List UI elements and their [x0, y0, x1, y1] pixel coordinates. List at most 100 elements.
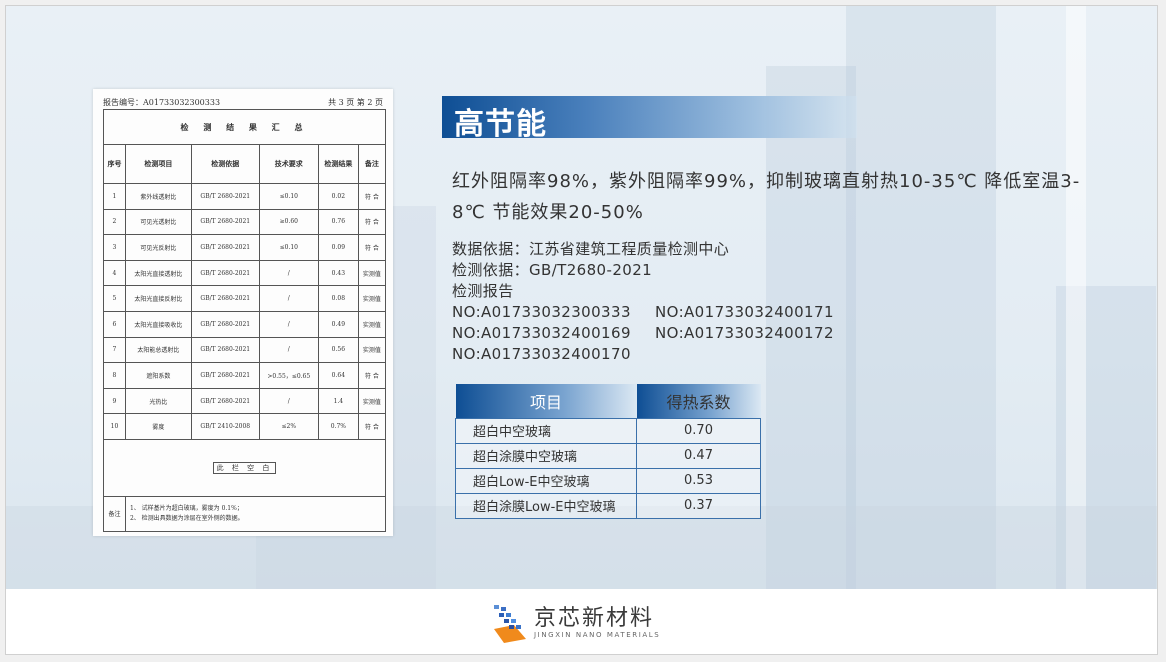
report-cell: 0.02	[317, 183, 359, 210]
title-banner: 高节能	[442, 96, 857, 142]
report-cell: GB/T 2680-2021	[190, 310, 260, 338]
table-row: 超白涂膜Low-E中空玻璃 0.37	[455, 492, 761, 519]
report-cell: 实测值	[357, 387, 387, 415]
report-cell: 7	[103, 336, 126, 364]
report-cell: 10	[103, 413, 126, 440]
report-cell: 符 合	[357, 362, 387, 389]
background-cityscape: 报告编号：A01733032300333 共 3 页 第 2 页 检 测 结 果 …	[6, 6, 1157, 589]
report-cell: GB/T 2680-2021	[190, 285, 260, 312]
report-cell: /	[258, 310, 319, 338]
report-cell: 0.49	[317, 310, 359, 338]
report-cell: 4	[103, 259, 126, 287]
report-table: 检 测 结 果 汇 总 序号 检测项目 检测依据 技术要求 检测结果 备注 1 紫外线透射比…	[103, 109, 387, 532]
report-cell: GB/T 2680-2021	[190, 387, 260, 415]
report-column-header: 备注	[357, 144, 387, 184]
item-cell: 超白涂膜Low-E中空玻璃	[455, 492, 637, 519]
report-cell: 5	[103, 285, 126, 312]
report-cell: 1	[103, 183, 126, 210]
slide: 报告编号：A01733032300333 共 3 页 第 2 页 检 测 结 果 …	[5, 5, 1158, 655]
item-cell: 超白Low-E中空玻璃	[455, 467, 637, 494]
report-cell: 2	[103, 208, 126, 236]
report-cell: 实测值	[357, 259, 387, 287]
report-cell: 遮阳系数	[124, 362, 192, 389]
report-no: NO:A01733032400169	[452, 324, 631, 342]
report-cell: 0.08	[317, 285, 359, 312]
report-no: NO:A01733032400171	[655, 303, 834, 321]
report-no: NO:A01733032400170	[452, 345, 631, 363]
report-row: 10 雾度 GB/T 2410-2008 ≤2% 0.7% 符 合	[103, 413, 387, 440]
test-report-image: 报告编号：A01733032300333 共 3 页 第 2 页 检 测 结 果 …	[93, 89, 393, 536]
logo-name-en: JINGXIN NANO MATERIALS	[534, 631, 661, 639]
coefficient-cell: 0.53	[636, 467, 761, 494]
item-cell: 超白涂膜中空玻璃	[455, 442, 637, 469]
test-info: 数据依据：江苏省建筑工程质量检测中心 检测依据：GB/T2680-2021 检测…	[452, 239, 858, 365]
report-cell: 符 合	[357, 413, 387, 440]
data-source: 数据依据：江苏省建筑工程质量检测中心	[452, 240, 730, 258]
report-row: 9 光热比 GB/T 2680-2021/1.4 实测值	[103, 387, 387, 415]
report-cell: 太阳光直接反射比	[124, 285, 192, 312]
report-row: 2 可见光透射比 GB/T 2680-2021 ≥0.60 0.76 符 合	[103, 208, 387, 236]
table-row: 超白中空玻璃 0.70	[455, 417, 761, 444]
report-no: NO:A01733032300333	[452, 303, 631, 321]
report-table-title: 检 测 结 果 汇 总	[103, 109, 386, 145]
report-no: NO:A01733032400172	[655, 324, 834, 342]
report-cell: 0.56	[317, 336, 359, 364]
report-cell: 实测值	[357, 285, 387, 312]
report-cell: /	[258, 387, 319, 415]
note: 1、 试样基片为超白玻璃，雾度为 0.1%；	[129, 504, 243, 512]
report-cell: GB/T 2680-2021	[190, 208, 260, 236]
report-cell: GB/T 2680-2021	[190, 183, 260, 210]
report-cell: ≤2%	[258, 413, 319, 440]
report-cell: GB/T 2680-2021	[190, 336, 260, 364]
report-cell: GB/T 2410-2008	[190, 413, 260, 440]
report-column-header: 检测结果	[317, 144, 359, 184]
report-cell: 符 合	[357, 183, 387, 210]
report-row: 4 太阳光直接透射比 GB/T 2680-2021/0.43 实测值	[103, 259, 387, 287]
page-info: 共 3 页 第 2 页	[328, 98, 383, 107]
footer: 京芯新材料 JINGXIN NANO MATERIALS	[6, 589, 1157, 654]
logo-name-cn: 京芯新材料	[534, 606, 655, 631]
column-header-coefficient: 得热系数	[636, 384, 761, 418]
report-cell: 实测值	[357, 310, 387, 338]
report-cell: 0.09	[317, 234, 359, 261]
report-row: 8 遮阳系数 GB/T 2680-2021 >0.55，≤0.65 0.64 符 合	[103, 362, 387, 389]
report-cell: 3	[103, 234, 126, 261]
report-column-header: 技术要求	[258, 144, 319, 184]
report-column-header: 检测依据	[190, 144, 260, 184]
table-row: 超白涂膜中空玻璃 0.47	[455, 442, 761, 469]
report-cell: 符 合	[357, 208, 387, 236]
column-header-item: 项目	[455, 384, 637, 418]
report-cell: ≤0.10	[258, 234, 319, 261]
report-column-header: 序号	[103, 144, 126, 184]
blank-stamp: 此 栏 空 白	[212, 461, 277, 474]
notes-label: 备注	[103, 495, 126, 532]
note: 2、 检测出具数据为涂层在室外侧的数据。	[129, 514, 244, 522]
coefficient-cell: 0.37	[636, 492, 761, 519]
report-cell: 0.7%	[317, 413, 359, 440]
heat-gain-table: 项目 得热系数 超白中空玻璃 0.70 超白涂膜中空玻璃 0.47 超白Low-E中空玻璃…	[455, 384, 761, 519]
report-cell: 符 合	[357, 234, 387, 261]
table-row: 超白Low-E中空玻璃 0.53	[455, 467, 761, 494]
report-cell: /	[258, 336, 319, 364]
coefficient-cell: 0.47	[636, 442, 761, 469]
report-cell: 光热比	[124, 387, 192, 415]
report-label: 检测报告	[452, 282, 514, 300]
report-cell: 紫外线透射比	[124, 183, 192, 210]
report-cell: 太阳能总透射比	[124, 336, 192, 364]
report-cell: GB/T 2680-2021	[190, 362, 260, 389]
report-cell: /	[258, 259, 319, 287]
report-cell: 可见光反射比	[124, 234, 192, 261]
report-cell: 1.4	[317, 387, 359, 415]
report-row: 6 太阳光直接吸收比 GB/T 2680-2021/0.49 实测值	[103, 310, 387, 338]
report-cell: /	[258, 285, 319, 312]
report-cell: 8	[103, 362, 126, 389]
report-cell: 可见光透射比	[124, 208, 192, 236]
coefficient-cell: 0.70	[636, 417, 761, 444]
logo-icon	[494, 605, 526, 643]
report-cell: 雾度	[124, 413, 192, 440]
report-cell: 6	[103, 310, 126, 338]
report-cell: 0.64	[317, 362, 359, 389]
report-cell: GB/T 2680-2021	[190, 259, 260, 287]
company-logo: 京芯新材料 JINGXIN NANO MATERIALS	[490, 603, 660, 643]
description: 红外阻隔率98%，紫外阻隔率99%，抑制玻璃直射热10-35℃ 降低室温3-8℃…	[452, 171, 1081, 223]
